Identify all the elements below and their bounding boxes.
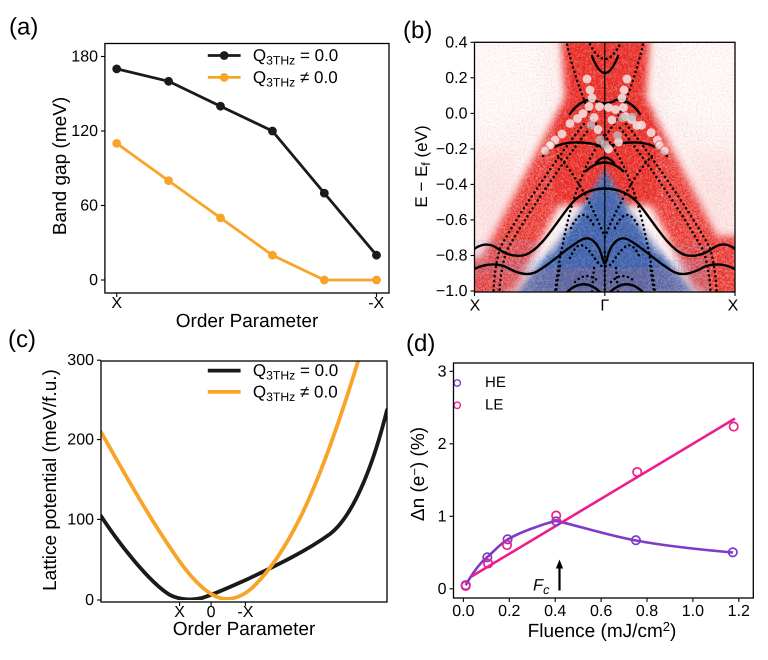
- svg-text:0: 0: [89, 272, 98, 289]
- svg-text:0.6: 0.6: [590, 603, 612, 620]
- svg-text:X: X: [111, 295, 122, 312]
- svg-text:−0.2: −0.2: [436, 141, 468, 158]
- svg-text:1: 1: [438, 508, 447, 525]
- svg-text:Q3THz ≠ 0.0: Q3THz ≠ 0.0: [253, 68, 338, 90]
- svg-text:0: 0: [207, 604, 216, 621]
- svg-text:0.2: 0.2: [445, 70, 467, 87]
- svg-text:60: 60: [80, 198, 98, 215]
- svg-text:(d): (d): [406, 330, 435, 357]
- svg-text:(b): (b): [403, 17, 432, 44]
- svg-text:Order Parameter: Order Parameter: [176, 311, 319, 332]
- svg-text:Q3THz = 0.0: Q3THz = 0.0: [253, 46, 338, 68]
- svg-text:Band gap (meV): Band gap (meV): [50, 97, 71, 235]
- svg-text:300: 300: [67, 352, 94, 369]
- svg-text:X: X: [728, 298, 739, 315]
- svg-text:Δn (e−) (%): Δn (e−) (%): [407, 427, 429, 521]
- svg-text:Fluence (mJ/cm2): Fluence (mJ/cm2): [528, 619, 677, 642]
- svg-text:(c): (c): [8, 326, 36, 353]
- svg-text:Lattice potential (meV/f.u.): Lattice potential (meV/f.u.): [40, 369, 61, 591]
- svg-text:−0.6: −0.6: [436, 212, 468, 229]
- svg-text:X: X: [470, 298, 481, 315]
- svg-text:Q3THz ≠ 0.0: Q3THz ≠ 0.0: [253, 382, 338, 404]
- svg-text:Q3THz = 0.0: Q3THz = 0.0: [253, 361, 338, 383]
- svg-text:100: 100: [67, 511, 94, 528]
- svg-text:1.0: 1.0: [682, 603, 704, 620]
- svg-text:-X: -X: [237, 604, 253, 621]
- svg-text:1.2: 1.2: [728, 603, 750, 620]
- svg-text:0.8: 0.8: [636, 603, 658, 620]
- svg-text:X: X: [174, 604, 185, 621]
- svg-text:−0.4: −0.4: [436, 176, 468, 193]
- svg-text:0.4: 0.4: [445, 34, 467, 51]
- svg-text:−0.8: −0.8: [436, 248, 468, 265]
- svg-text:Order Parameter: Order Parameter: [173, 619, 316, 640]
- svg-text:HE: HE: [485, 374, 506, 391]
- svg-text:3: 3: [438, 363, 447, 380]
- svg-text:180: 180: [71, 49, 98, 66]
- svg-text:(a): (a): [9, 14, 38, 41]
- svg-text:0.4: 0.4: [544, 603, 566, 620]
- svg-text:0: 0: [85, 592, 94, 609]
- svg-text:LE: LE: [485, 397, 503, 414]
- svg-text:0.2: 0.2: [498, 603, 520, 620]
- svg-text:E − Ef (eV): E − Ef (eV): [412, 125, 433, 207]
- svg-text:0.0: 0.0: [452, 603, 474, 620]
- svg-text:2: 2: [438, 436, 447, 453]
- svg-text:200: 200: [67, 432, 94, 449]
- svg-text:0.0: 0.0: [445, 105, 467, 122]
- svg-text:-X: -X: [368, 295, 384, 312]
- svg-text:−1.0: −1.0: [436, 283, 468, 300]
- svg-text:120: 120: [71, 123, 98, 140]
- svg-text:Fc: Fc: [533, 576, 550, 597]
- svg-text:Γ: Γ: [600, 298, 609, 315]
- svg-text:0: 0: [438, 581, 447, 598]
